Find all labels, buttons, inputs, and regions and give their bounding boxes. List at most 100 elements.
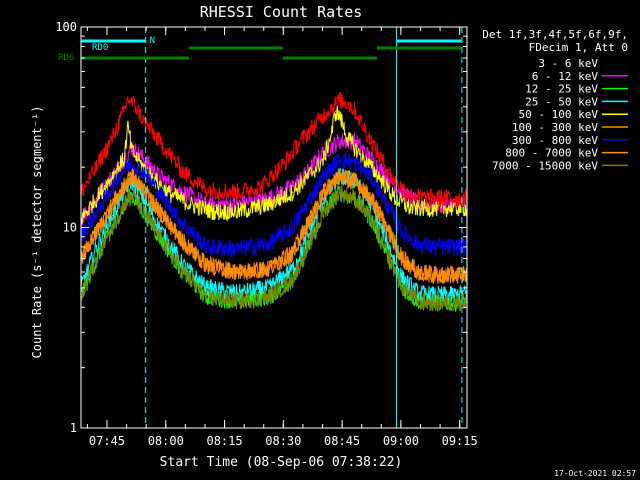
data-point-s8-p13: [323, 211, 325, 213]
data-point-s6-p10: [268, 243, 270, 245]
x-tick-label-6: 09:15: [442, 434, 478, 448]
data-point-s6-p7: [182, 222, 184, 224]
data-point-s9-p16: [339, 99, 341, 102]
x-axis-label: Start Time (08-Sep-06 07:38:22): [160, 455, 403, 470]
legend-label-8: 7000 - 15000 keV: [492, 159, 598, 172]
data-point-s6-p11: [292, 226, 294, 229]
data-point-s8-p20: [433, 302, 435, 304]
data-point-s8-p19: [417, 300, 419, 302]
data-point-s0-p1: [96, 287, 98, 289]
data-point-s4-p26: [464, 207, 466, 209]
x-tick-label-5: 09:00: [383, 434, 419, 448]
chart-title: RHESSI Count Rates: [200, 3, 363, 21]
data-point-s9-p3: [123, 110, 125, 112]
x-tick-label-4: 08:45: [324, 434, 360, 448]
data-point-s9-p7: [158, 140, 160, 142]
data-point-s0-p8: [205, 337, 207, 339]
data-point-s4-p15: [323, 158, 325, 160]
x-tick-label-3: 08:30: [265, 434, 301, 448]
data-point-s3-p5: [143, 197, 145, 199]
data-point-s9-p15: [331, 106, 333, 108]
data-point-s0-p10: [268, 344, 270, 346]
legend-header-line1: Det 1f,3f,4f,5f,6f,9f,: [482, 28, 628, 41]
data-point-s1-p16: [370, 158, 372, 160]
data-point-s3-p1: [96, 246, 98, 248]
data-point-s6-p12: [307, 200, 309, 202]
data-point-s9-p20: [378, 154, 380, 156]
data-point-s7-p8: [205, 264, 207, 266]
data-point-s7-p22: [464, 274, 466, 276]
data-point-s7-p19: [417, 271, 419, 273]
data-point-s9-p17: [346, 101, 349, 104]
data-point-s3-p22: [464, 292, 466, 294]
data-point-s4-p3: [123, 158, 125, 160]
data-point-s3-p17: [386, 241, 388, 243]
data-point-s9-p8: [182, 171, 184, 173]
y-tick-label-1: 10: [63, 221, 77, 235]
data-point-s0-p18: [401, 306, 403, 308]
data-point-s6-p16: [370, 175, 372, 177]
data-point-s9-p23: [425, 197, 427, 199]
data-point-s4-p19: [346, 137, 349, 139]
x-tick-label-0: 07:45: [89, 434, 125, 448]
data-point-s7-p15: [354, 180, 356, 182]
data-point-s7-p14: [339, 175, 341, 177]
data-point-s6-p17: [386, 204, 388, 206]
data-point-s4-p1: [96, 197, 98, 199]
data-point-s8-p18: [401, 287, 403, 289]
legend-label-5: 100 - 300 keV: [512, 121, 598, 134]
data-point-s9-p12: [284, 162, 286, 164]
flag-label-n: N: [150, 36, 155, 46]
data-point-s8-p4: [131, 194, 133, 196]
data-point-s3-p2: [111, 214, 113, 216]
axes: 1 10 100 07:45 08:00 08:15 08:30 08:45 09:00 09:1…: [55, 20, 477, 448]
data-point-s3-p18: [401, 277, 403, 279]
legend-label-0: 3 - 6 keV: [538, 57, 598, 70]
data-point-s6-p14: [339, 158, 341, 160]
data-point-s6-p19: [417, 243, 419, 245]
data-point-s8-p6: [158, 236, 160, 238]
data-point-s7-p11: [292, 252, 294, 254]
data-point-s8-p16: [370, 218, 372, 220]
data-point-s8-p17: [386, 252, 388, 254]
data-point-s7-p2: [111, 204, 113, 206]
data-point-s4-p4: [127, 125, 129, 127]
data-point-s4-p10: [213, 211, 215, 213]
data-point-s3-p9: [237, 292, 239, 294]
y-tick-label-0: 1: [70, 421, 77, 435]
data-point-s4-p9: [190, 204, 192, 206]
y-tick-label-2: 100: [55, 20, 77, 34]
data-point-s0-p11: [292, 318, 294, 320]
flag-label-rd0: RD0: [92, 43, 108, 53]
data-point-s6-p9: [237, 248, 239, 250]
data-point-s8-p11: [292, 279, 294, 281]
legend-label-6: 300 - 800 keV: [512, 134, 598, 147]
data-point-s8-p9: [237, 300, 239, 302]
x-tick-label-1: 08:00: [148, 434, 184, 448]
data-point-s6-p21: [448, 246, 450, 248]
data-point-s1-p11: [292, 186, 294, 188]
data-point-s6-p8: [205, 246, 207, 248]
data-point-s4-p24: [425, 207, 427, 209]
data-point-s7-p5: [143, 188, 145, 190]
data-point-s0-p6: [158, 246, 160, 248]
data-point-s0-p9: [237, 347, 239, 349]
data-point-s9-p13: [299, 140, 302, 142]
data-point-s3-p21: [448, 294, 450, 296]
data-point-s7-p12: [307, 222, 309, 224]
data-point-s8-p21: [448, 302, 450, 304]
data-point-s7-p7: [182, 241, 184, 243]
data-point-s4-p2: [111, 175, 113, 177]
data-point-s8-p10: [268, 296, 270, 298]
legend-label-4: 50 - 100 keV: [519, 108, 599, 121]
data-point-s9-p24: [440, 197, 443, 199]
data-point-s4-p13: [292, 191, 294, 193]
data-point-s4-p17: [335, 110, 337, 112]
data-point-s4-p8: [166, 191, 168, 193]
data-point-s6-p13: [323, 175, 325, 177]
data-point-s8-p12: [307, 246, 309, 248]
data-point-s4-p11: [237, 211, 239, 213]
data-point-s6-p4: [131, 162, 133, 164]
data-point-s7-p6: [158, 211, 160, 213]
